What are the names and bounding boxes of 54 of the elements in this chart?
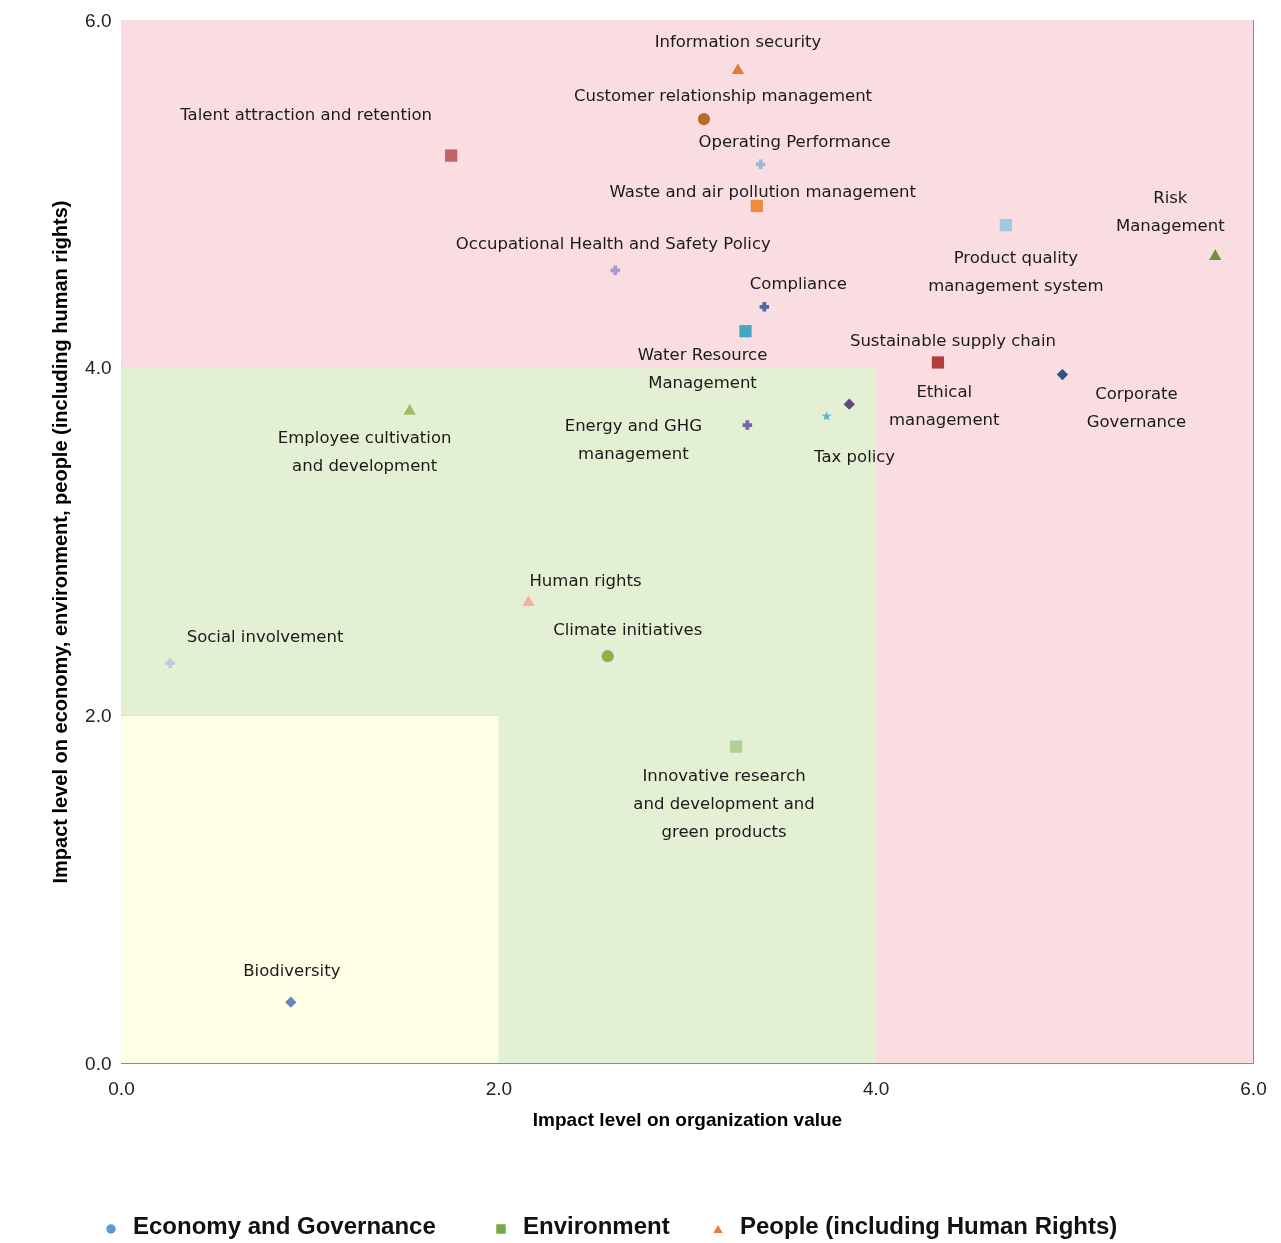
text: Operating Performance xyxy=(698,132,891,152)
text: Product quality management system xyxy=(928,248,1104,296)
point xyxy=(731,63,745,74)
point xyxy=(522,595,535,606)
text: Employee cultivation and development xyxy=(277,428,452,476)
point xyxy=(759,302,770,312)
point xyxy=(1209,249,1222,260)
x-tick-label: 2.0 xyxy=(485,1077,513,1099)
x-tick-label: 6.0 xyxy=(1240,1077,1267,1099)
series-label: Water Resource Management xyxy=(637,345,768,393)
point xyxy=(601,650,614,663)
series-label: Corporate Governance xyxy=(1086,383,1187,431)
series-label: Human rights xyxy=(529,570,642,590)
point xyxy=(739,325,752,338)
point xyxy=(999,219,1012,232)
x-tick-label: 0.0 xyxy=(108,1077,135,1099)
legend-label: Economy and Governance xyxy=(133,1212,436,1239)
series-label: Biodiversity xyxy=(243,961,341,981)
point xyxy=(742,420,753,430)
y-tick-label: 6.0 xyxy=(85,9,112,31)
series-label: Waste and air pollution management xyxy=(609,182,917,201)
point xyxy=(931,356,945,369)
point xyxy=(843,398,855,410)
point xyxy=(1056,368,1069,381)
text: Ethical management xyxy=(888,382,1001,430)
y-tick-label: 4.0 xyxy=(85,357,112,379)
legend-label: People (including Human Rights) xyxy=(740,1212,1118,1239)
text: Innovative research and development and green products xyxy=(633,765,815,841)
point xyxy=(750,199,763,213)
series-label: Social involvement xyxy=(186,627,344,647)
y-tick-label: 0.0 xyxy=(85,1052,112,1074)
series-label: Risk Management xyxy=(1115,187,1226,235)
point xyxy=(285,996,297,1008)
point xyxy=(697,112,711,126)
point xyxy=(403,404,416,415)
x-tick-label: 4.0 xyxy=(862,1077,890,1099)
y-axis-title: Impact level on economy, environment, people (including human rights) xyxy=(49,200,72,884)
y-tick-label: 2.0 xyxy=(85,704,112,726)
series-label: Sustainable supply chain xyxy=(849,331,1056,351)
point xyxy=(165,658,175,668)
series-label: Climate initiatives xyxy=(553,620,703,640)
point xyxy=(445,149,458,162)
text: Energy and GHG management xyxy=(564,416,703,464)
series-label: Talent attraction and retention xyxy=(179,104,433,124)
series-label: Occupational Health and Safety Policy xyxy=(455,234,771,254)
x-axis-title: Impact level on organization value xyxy=(532,1108,843,1130)
series-label: Compliance xyxy=(749,273,847,293)
legend-label: Environment xyxy=(523,1212,670,1239)
point xyxy=(729,740,743,753)
point xyxy=(610,265,621,276)
series-label: Information security xyxy=(654,31,822,51)
series-label: Tax policy xyxy=(813,447,896,467)
point xyxy=(821,411,832,421)
series-label: Customer relationship management xyxy=(573,86,873,106)
